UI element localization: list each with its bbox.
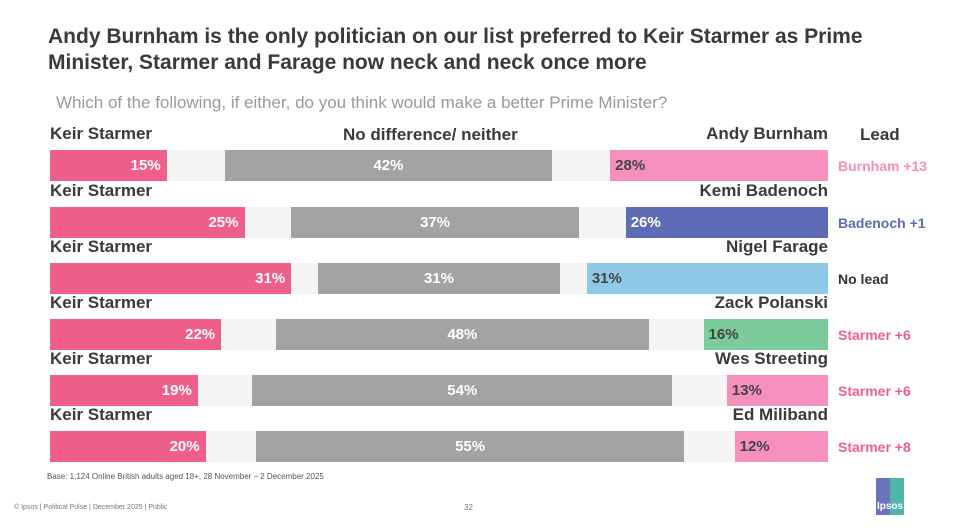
starmer-label: Keir Starmer xyxy=(50,293,153,312)
starmer-label: Keir Starmer xyxy=(50,405,153,424)
starmer-label: Keir Starmer xyxy=(50,181,153,200)
opponent-bar: 16% xyxy=(703,319,828,350)
bar-track: 31% 31% 31% xyxy=(50,263,828,294)
neither-bar: 48% xyxy=(275,319,650,350)
starmer-bar: 22% xyxy=(50,319,222,350)
opponent-label: Andy Burnham xyxy=(706,124,828,143)
starmer-bar: 19% xyxy=(50,375,198,406)
lead-value: Starmer +6 xyxy=(838,383,911,399)
lead-value: Starmer +6 xyxy=(838,327,911,343)
neither-bar: 37% xyxy=(291,207,580,238)
lead-header: Lead xyxy=(860,125,900,144)
opponent-label: Zack Polanski xyxy=(714,293,828,312)
opponent-bar: 31% xyxy=(586,263,828,294)
question-subtitle: Which of the following, if either, do yo… xyxy=(56,93,668,112)
lead-value: Badenoch +1 xyxy=(838,215,926,231)
bar-track: 20% 55% 12% xyxy=(50,431,828,462)
bar-track: 25% 37% 26% xyxy=(50,207,828,238)
neither-bar: 54% xyxy=(252,375,673,406)
opponent-label: Kemi Badenoch xyxy=(699,181,828,200)
middle-header: No difference/ neither xyxy=(343,125,518,144)
opponent-bar: 28% xyxy=(610,150,828,181)
footer-text: © Ipsos | Political Pulse | December 202… xyxy=(14,504,168,511)
opponent-bar: 12% xyxy=(734,431,828,462)
opponent-label: Nigel Farage xyxy=(725,237,828,256)
starmer-bar: 20% xyxy=(50,431,206,462)
starmer-label: Keir Starmer xyxy=(50,237,153,256)
page-title: Andy Burnham is the only politician on o… xyxy=(48,25,863,74)
neither-bar: 31% xyxy=(318,263,560,294)
starmer-bar: 31% xyxy=(50,263,292,294)
neither-bar: 42% xyxy=(225,150,552,181)
lead-value: Burnham +13 xyxy=(838,158,928,174)
lead-value: Starmer +8 xyxy=(838,439,911,455)
starmer-label: Keir Starmer xyxy=(50,349,153,368)
starmer-label: Keir Starmer xyxy=(50,124,153,143)
bar-track: 15% 42% 28% xyxy=(50,150,828,181)
lead-value: No lead xyxy=(838,271,889,287)
bar-track: 19% 54% 13% xyxy=(50,375,828,406)
ipsos-logo: Ipsos xyxy=(876,478,904,515)
opponent-label: Ed Miliband xyxy=(732,405,828,424)
starmer-bar: 25% xyxy=(50,207,245,238)
neither-bar: 55% xyxy=(256,431,685,462)
page-number: 32 xyxy=(464,503,473,512)
starmer-bar: 15% xyxy=(50,150,167,181)
base-note: Base: 1,124 Online British adults aged 1… xyxy=(47,472,324,481)
opponent-bar: 26% xyxy=(625,207,828,238)
opponent-bar: 13% xyxy=(726,375,828,406)
bar-track: 22% 48% 16% xyxy=(50,319,828,350)
opponent-label: Wes Streeting xyxy=(714,349,828,368)
